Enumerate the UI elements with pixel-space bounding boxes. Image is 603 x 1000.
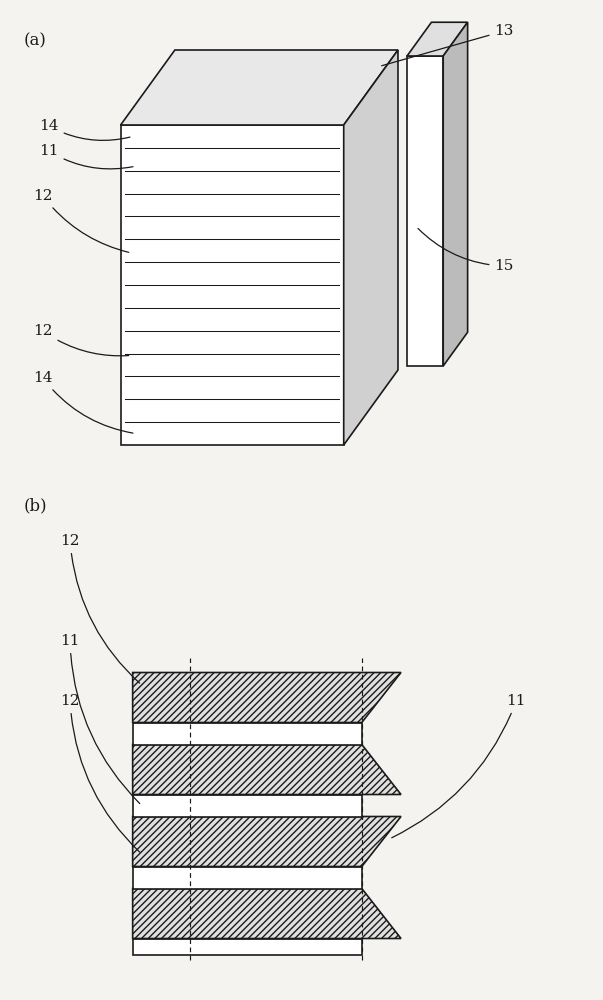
Text: (a): (a) (24, 32, 47, 49)
Polygon shape (407, 22, 468, 56)
Text: 12: 12 (60, 534, 140, 683)
Polygon shape (133, 888, 401, 938)
Text: 12: 12 (33, 189, 129, 252)
Text: 12: 12 (60, 694, 140, 852)
Polygon shape (133, 816, 401, 866)
Polygon shape (133, 672, 401, 722)
Text: 14: 14 (39, 119, 130, 140)
Text: 13: 13 (382, 24, 514, 66)
Polygon shape (133, 938, 362, 955)
Text: 11: 11 (39, 144, 133, 169)
Polygon shape (407, 56, 443, 366)
Polygon shape (133, 744, 401, 794)
Polygon shape (133, 794, 362, 816)
Text: (b): (b) (24, 497, 48, 514)
Polygon shape (121, 125, 344, 445)
Polygon shape (344, 50, 398, 445)
Text: 11: 11 (392, 694, 526, 838)
Text: 12: 12 (33, 324, 128, 356)
Text: 14: 14 (33, 371, 133, 433)
Polygon shape (133, 866, 362, 888)
Polygon shape (443, 22, 468, 366)
Polygon shape (133, 722, 362, 744)
Polygon shape (121, 50, 398, 125)
Text: 15: 15 (418, 228, 514, 273)
Text: 11: 11 (60, 634, 140, 804)
